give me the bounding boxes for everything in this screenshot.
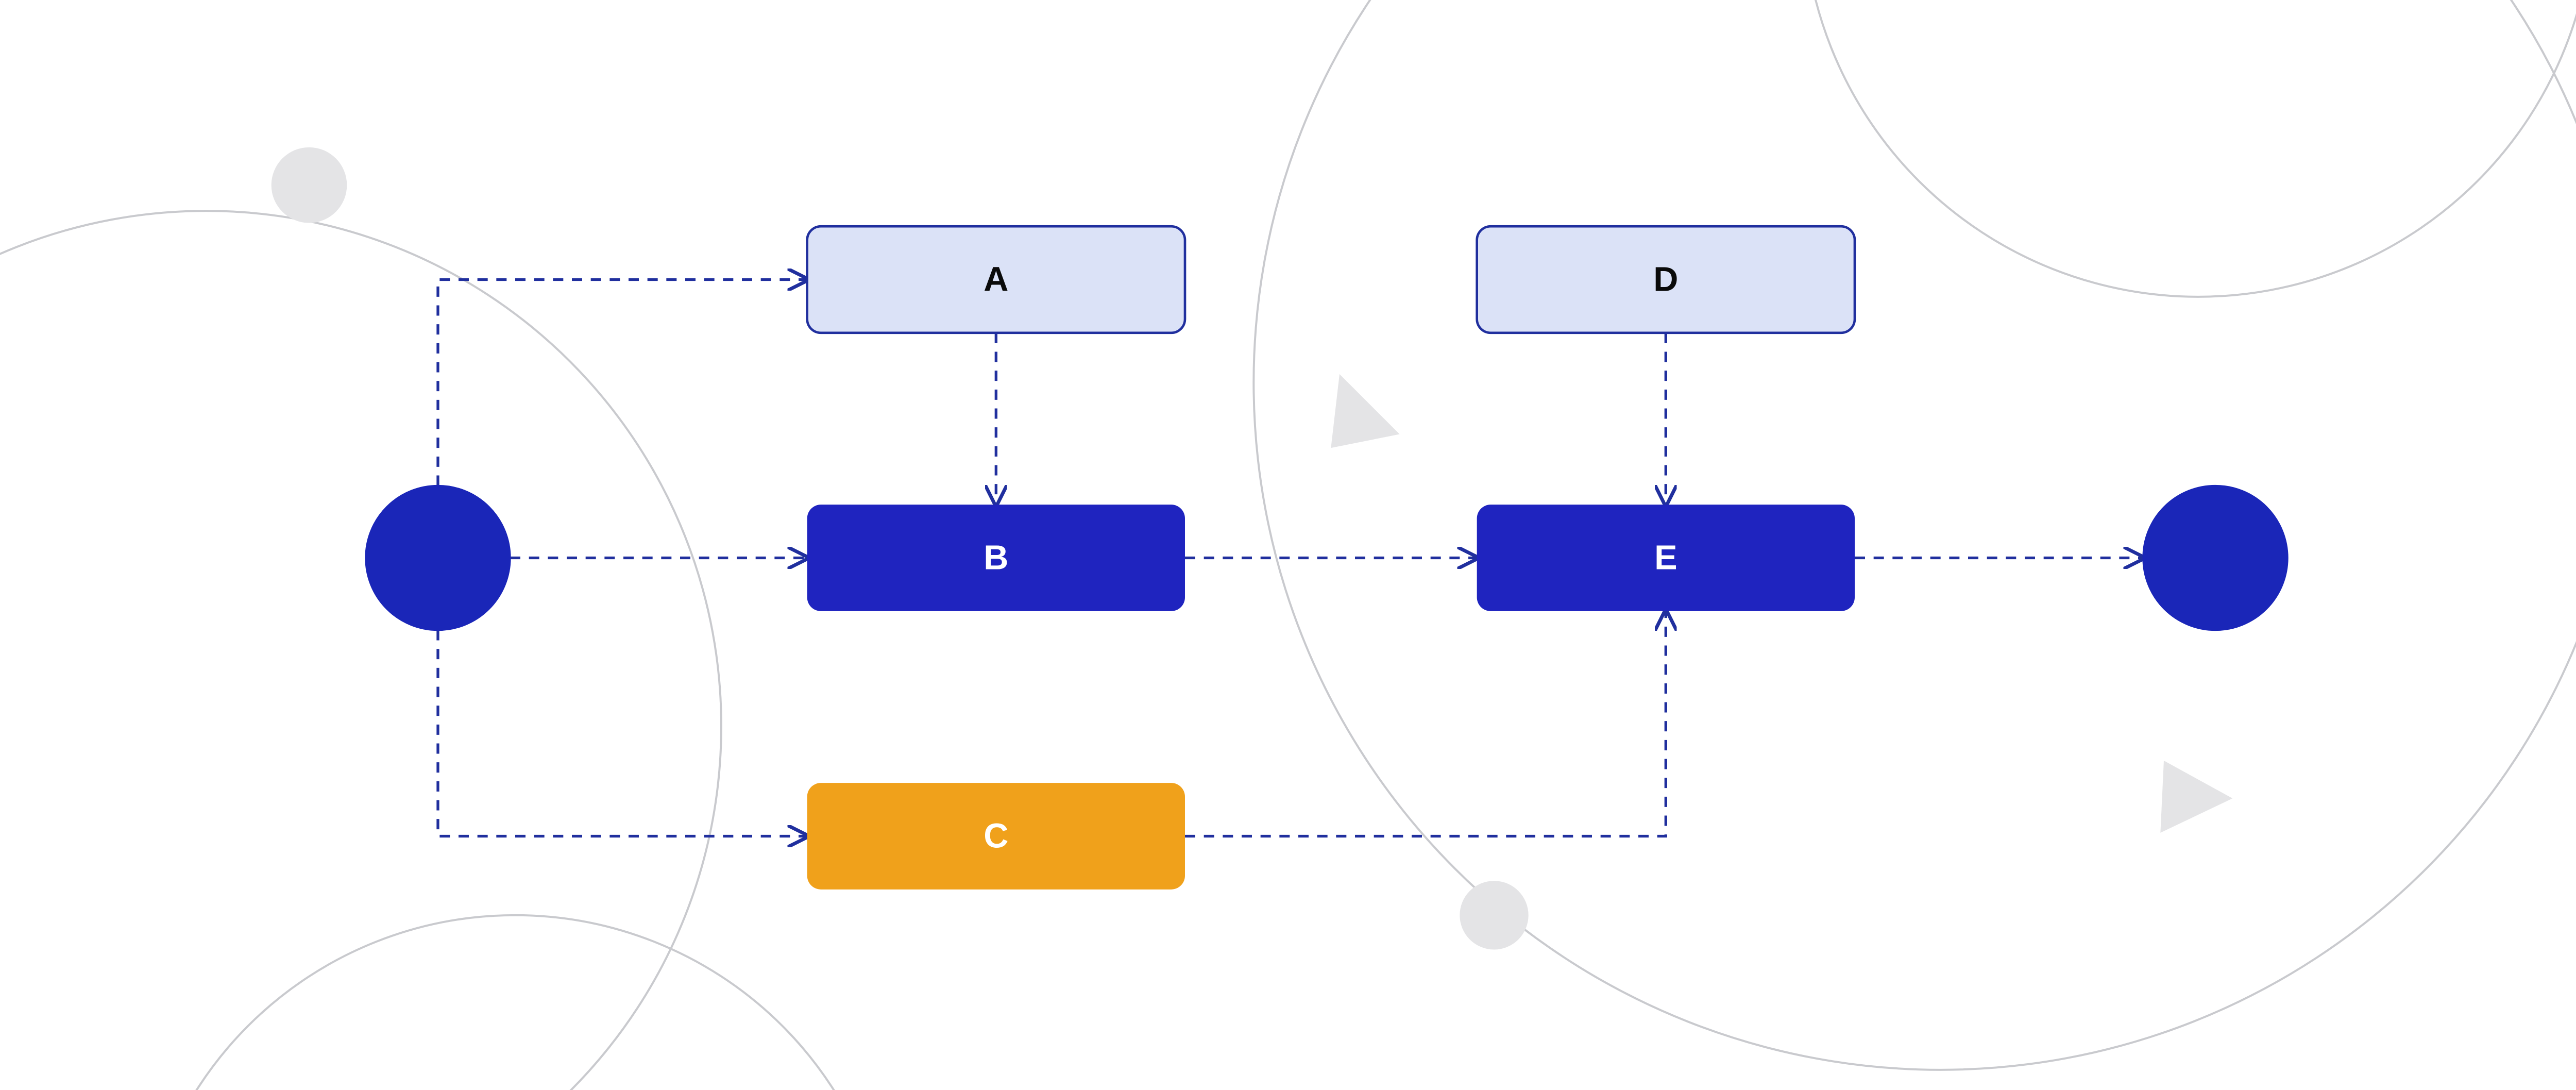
flow-node-C: C [807,783,1185,890]
decor-dot [1460,881,1528,949]
flow-node-A: A [807,226,1185,333]
decor-dot [272,147,347,223]
flow-node-end [2143,486,2287,630]
node-label: A [984,261,1008,299]
flow-node-B: B [807,505,1185,611]
node-label: D [1653,261,1678,299]
flow-node-E: E [1477,505,1855,611]
node-label: C [984,817,1008,856]
flow-node-start [366,486,510,630]
node-label: B [984,539,1008,577]
node-label: E [1654,539,1677,577]
node-circle [2143,486,2287,630]
flow-node-D: D [1477,226,1855,333]
flowchart-diagram: A B C D E [0,0,2576,1090]
node-circle [366,486,510,630]
